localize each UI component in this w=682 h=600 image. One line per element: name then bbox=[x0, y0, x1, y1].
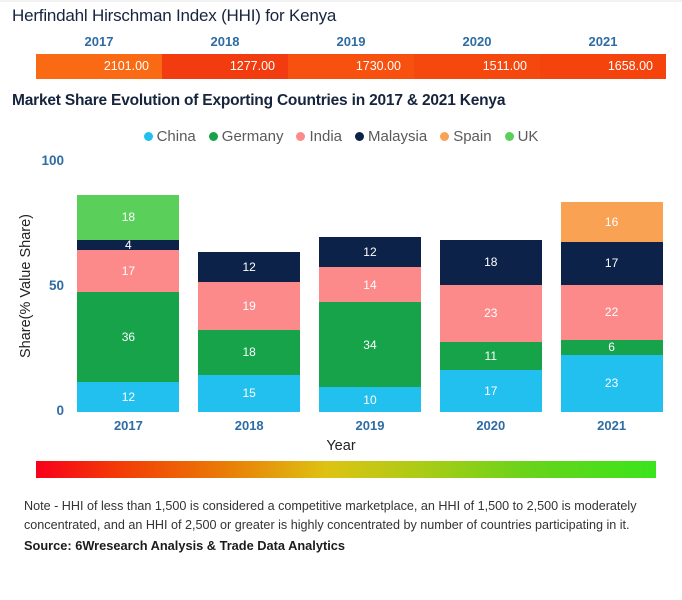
source-text: Source: 6Wresearch Analysis & Trade Data… bbox=[24, 538, 346, 553]
bar-column-2017: 12 36 17 4 18 bbox=[68, 162, 189, 412]
legend-label: UK bbox=[517, 128, 539, 145]
bar-segment-2020-india[interactable]: 23 bbox=[439, 284, 542, 342]
bar-segment-2020-germany[interactable]: 11 bbox=[439, 342, 542, 370]
legend-item-uk[interactable]: UK bbox=[504, 128, 539, 145]
hhi-title: Herfindahl Hirschman Index (HHI) for Ken… bbox=[12, 6, 337, 25]
bar-column-2019: 10 34 14 12 bbox=[310, 162, 431, 412]
y-axis-ticks: 0 50 100 bbox=[0, 150, 64, 445]
legend-dot-icon bbox=[440, 132, 450, 141]
bar-segment-2020-malaysia[interactable]: 18 bbox=[439, 239, 542, 285]
hhi-value-2018: 1277.00 bbox=[162, 54, 288, 79]
legend-item-china[interactable]: China bbox=[143, 128, 196, 145]
bar-segment-2018-india[interactable]: 19 bbox=[198, 282, 301, 330]
bar-segment-2018-china[interactable]: 15 bbox=[198, 374, 301, 412]
bar-segment-2021-china[interactable]: 23 bbox=[560, 354, 663, 412]
stacked-bars: 12 36 17 4 18 15 18 19 12 10 34 14 12 17 11 23 18 23 6 22 17… bbox=[68, 162, 672, 412]
bar-segment-2017-uk[interactable]: 18 bbox=[77, 194, 180, 240]
x-tick-2021: 2021 bbox=[597, 418, 627, 433]
x-tick-2018: 2018 bbox=[234, 418, 264, 433]
bar-stack-2020: 17 11 23 18 bbox=[439, 239, 542, 412]
bar-segment-2019-germany[interactable]: 34 bbox=[318, 302, 421, 387]
bar-stack-2017: 12 36 17 4 18 bbox=[77, 194, 180, 412]
hhi-value-2019: 1730.00 bbox=[288, 54, 414, 79]
bar-segment-2018-malaysia[interactable]: 12 bbox=[198, 252, 301, 282]
hhi-value-row: 2101.00 1277.00 1730.00 1511.00 1658.00 bbox=[36, 54, 666, 79]
legend-dot-icon bbox=[355, 132, 364, 141]
hhi-year-2020: 2020 bbox=[462, 34, 492, 49]
y-tick-0: 0 bbox=[56, 403, 64, 418]
bar-segment-2017-malaysia[interactable]: 4 bbox=[77, 238, 180, 252]
bar-column-2020: 17 11 23 18 bbox=[430, 162, 551, 412]
bar-segment-2017-china[interactable]: 12 bbox=[77, 382, 180, 412]
hhi-gradient-scale-bar bbox=[36, 461, 656, 478]
bar-segment-2021-spain[interactable]: 16 bbox=[560, 202, 663, 242]
hhi-year-2018: 2018 bbox=[210, 34, 240, 49]
hhi-year-header-row: 2017 2018 2019 2020 2021 bbox=[36, 34, 666, 54]
x-axis-title: Year bbox=[326, 438, 356, 454]
legend-item-india[interactable]: India bbox=[296, 128, 342, 145]
bar-stack-2019: 10 34 14 12 bbox=[318, 237, 421, 412]
legend-label: Spain bbox=[453, 128, 492, 145]
hhi-value-2020: 1511.00 bbox=[414, 54, 540, 79]
top-edge-divider bbox=[0, 0, 682, 2]
legend-dot-icon bbox=[296, 132, 306, 141]
bar-segment-2019-india[interactable]: 14 bbox=[318, 267, 421, 302]
plot-area: 12 36 17 4 18 15 18 19 12 10 34 14 12 17 11 23 18 23 6 22 17… bbox=[68, 162, 672, 412]
bar-segment-2020-china[interactable]: 17 bbox=[439, 369, 542, 412]
bar-column-2018: 15 18 19 12 bbox=[189, 162, 310, 412]
legend-item-spain[interactable]: Spain bbox=[440, 128, 492, 145]
legend-dot-icon bbox=[504, 132, 514, 141]
bar-segment-2019-china[interactable]: 10 bbox=[318, 387, 421, 412]
bar-segment-2017-india[interactable]: 17 bbox=[77, 249, 180, 292]
x-tick-2020: 2020 bbox=[476, 418, 506, 433]
hhi-year-2019: 2019 bbox=[336, 34, 366, 49]
bar-stack-2018: 15 18 19 12 bbox=[198, 252, 301, 412]
bar-segment-2021-india[interactable]: 22 bbox=[560, 284, 663, 340]
hhi-value-2021: 1658.00 bbox=[540, 54, 666, 79]
legend-label: Malaysia bbox=[368, 128, 428, 145]
bar-segment-2017-germany[interactable]: 36 bbox=[77, 292, 180, 382]
bar-stack-2021: 23 6 22 17 16 bbox=[560, 202, 663, 412]
note-text: Note - HHI of less than 1,500 is conside… bbox=[24, 499, 637, 532]
y-tick-50: 50 bbox=[48, 278, 64, 293]
x-tick-2019: 2019 bbox=[355, 418, 385, 433]
footer-notes: Note - HHI of less than 1,500 is conside… bbox=[24, 497, 664, 553]
legend-dot-icon bbox=[143, 132, 153, 141]
y-tick-100: 100 bbox=[41, 153, 64, 168]
chart-plot-wrapper: Share(% Value Share) 0 50 100 12 36 17 4 18 15 1… bbox=[0, 150, 682, 454]
legend-item-malaysia[interactable]: Malaysia bbox=[355, 128, 427, 145]
x-axis-ticks: 2017 2018 2019 2020 2021 bbox=[68, 418, 672, 433]
legend-label: India bbox=[309, 128, 342, 145]
legend-label: China bbox=[156, 128, 196, 145]
bar-segment-2019-malaysia[interactable]: 12 bbox=[318, 237, 421, 267]
hhi-year-2017: 2017 bbox=[84, 34, 114, 49]
chart-title: Market Share Evolution of Exporting Coun… bbox=[12, 92, 506, 109]
hhi-value-2017: 2101.00 bbox=[36, 54, 162, 79]
hhi-table: 2017 2018 2019 2020 2021 2101.00 1277.00 1730.… bbox=[36, 34, 666, 79]
bar-segment-2018-germany[interactable]: 18 bbox=[198, 329, 301, 375]
legend-dot-icon bbox=[208, 132, 218, 141]
chart-legend: China Germany India Malaysia Spain UK bbox=[0, 128, 682, 145]
legend-label: Germany bbox=[221, 128, 284, 145]
bar-segment-2021-germany[interactable]: 6 bbox=[560, 339, 663, 355]
x-tick-2017: 2017 bbox=[113, 418, 143, 433]
bar-column-2021: 23 6 22 17 16 bbox=[551, 162, 672, 412]
hhi-year-2021: 2021 bbox=[588, 34, 618, 49]
bar-segment-2021-malaysia[interactable]: 17 bbox=[560, 242, 663, 285]
legend-item-germany[interactable]: Germany bbox=[208, 128, 284, 145]
